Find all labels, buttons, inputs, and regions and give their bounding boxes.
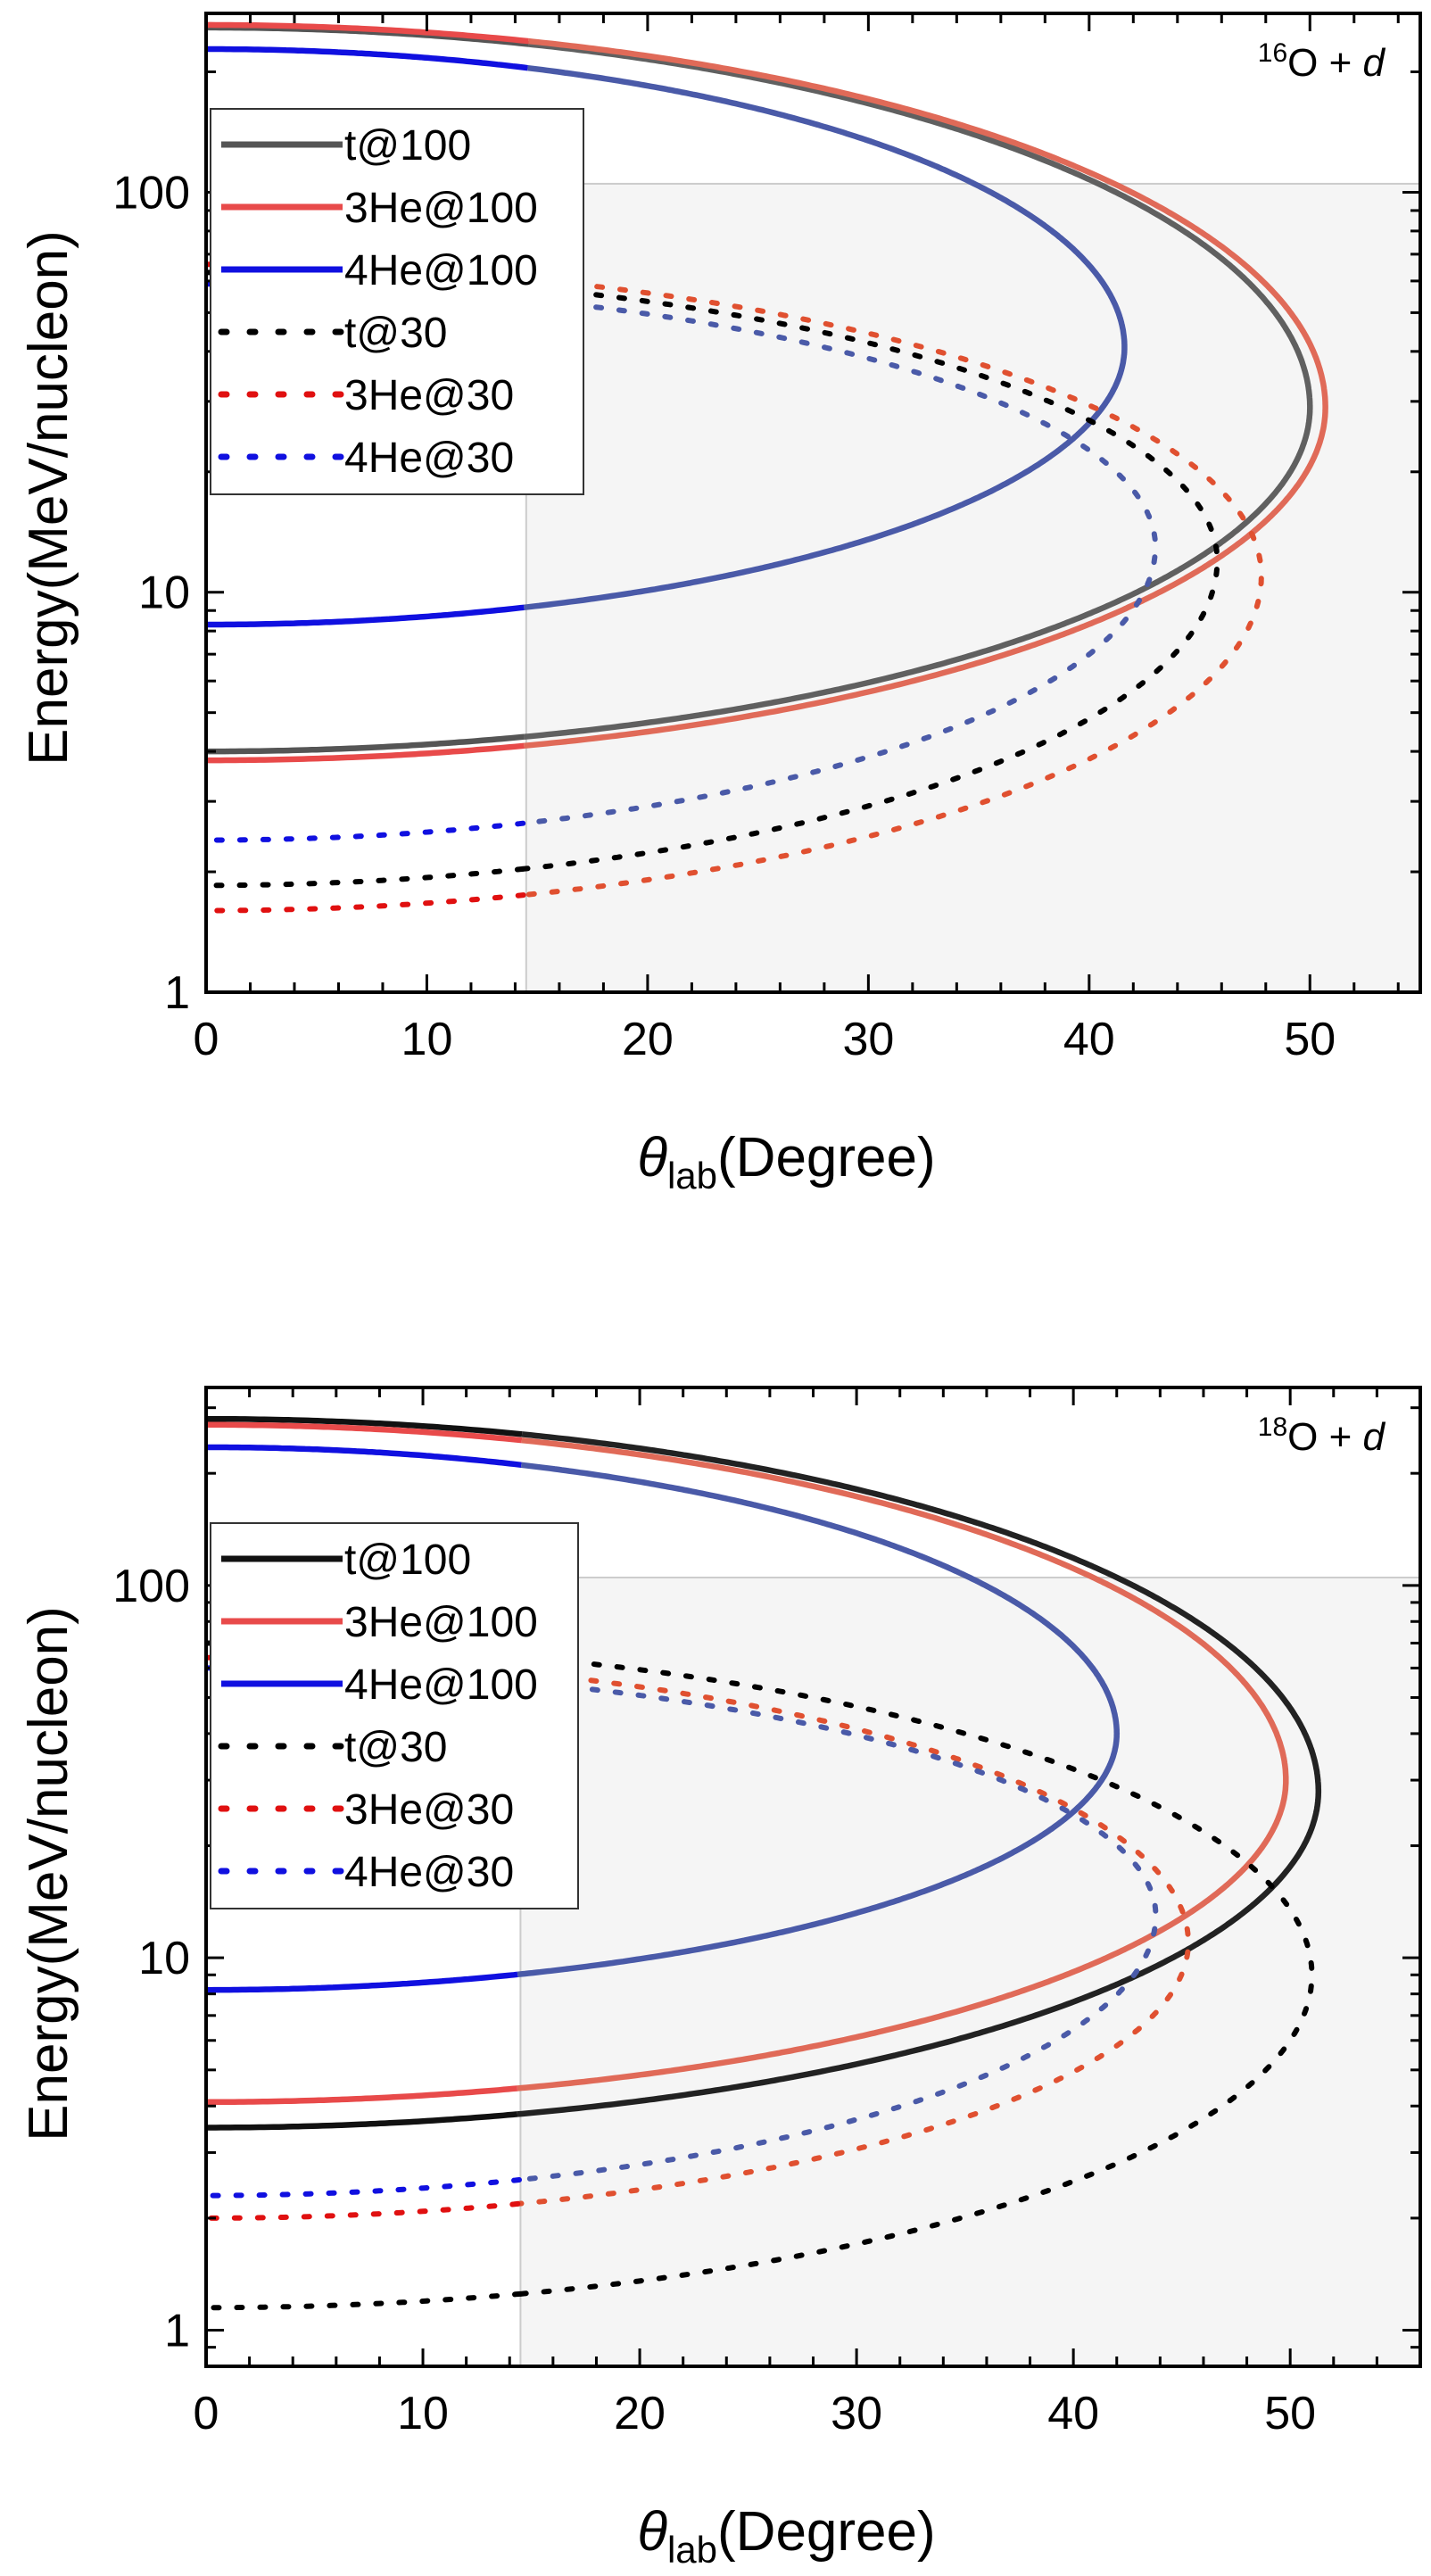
y-tick-label: 1 — [164, 967, 190, 1019]
series-line — [523, 64, 1128, 611]
y-tick-label: 100 — [112, 1561, 190, 1612]
chart-panel-1: 0 10 20 30 40 50 1 10 100 θlab(Degree) Energy(MeV/… — [18, 12, 1422, 1197]
x-tick-label: 50 — [1284, 1014, 1336, 1065]
legend-box — [210, 108, 584, 495]
series-line — [517, 1679, 1159, 2183]
series-line — [523, 37, 1328, 750]
legend-label: t@30 — [344, 310, 447, 357]
y-tick-label: 100 — [112, 167, 190, 219]
series-line — [517, 1654, 1315, 2297]
x-tick-label: 10 — [401, 1014, 453, 1065]
legend: t@100 3He@100 4He@100 t@30 3He@30 4He@30 — [210, 1522, 579, 1909]
x-tick-label: 40 — [1063, 1014, 1115, 1065]
legend-label: 3He@30 — [344, 372, 514, 419]
y-tick-label: 10 — [138, 1933, 190, 1984]
series-line — [206, 604, 525, 628]
series-line — [515, 1669, 1192, 2207]
x-tick-label: 30 — [831, 2388, 882, 2439]
legend-label: 4He@30 — [344, 1849, 514, 1896]
series-line — [206, 2111, 518, 2131]
legend-label: t@100 — [344, 1536, 471, 1584]
x-tick-label: 0 — [194, 1014, 219, 1065]
series-line — [206, 733, 525, 755]
series-line — [206, 46, 528, 71]
y-axis-title: Energy(MeV/nucleon) — [18, 230, 79, 766]
legend-label: 4He@30 — [344, 435, 514, 482]
series-line — [517, 1437, 1289, 2091]
series-line — [206, 892, 526, 914]
legend-label: 3He@100 — [344, 1599, 538, 1646]
series-line — [206, 742, 525, 764]
legend: t@100 3He@100 4He@100 t@30 3He@30 4He@30 — [210, 108, 584, 495]
x-tick-label: 40 — [1047, 2388, 1099, 2439]
legend-label: 4He@100 — [344, 1661, 538, 1709]
x-axis-title: θlab(Degree) — [637, 2501, 935, 2571]
y-tick-label: 1 — [164, 2306, 190, 2357]
series-line — [206, 2290, 523, 2311]
series-line — [206, 2200, 521, 2221]
series-line — [206, 2085, 518, 2106]
series-line — [206, 1444, 522, 1469]
series-line — [206, 2177, 522, 2199]
series-line — [206, 1971, 518, 1993]
legend-box — [210, 1522, 579, 1909]
reaction-label: 16O + d — [1258, 38, 1386, 85]
x-tick-label: 30 — [842, 1014, 894, 1065]
plot-frame — [204, 12, 1422, 994]
series-line — [517, 1431, 1322, 2117]
x-axis-title: θlab(Degree) — [637, 1127, 935, 1197]
legend-label: 3He@100 — [344, 185, 538, 232]
series-line — [206, 866, 525, 889]
legend-label: t@100 — [344, 122, 471, 170]
legend-label: 3He@30 — [344, 1786, 514, 1834]
x-tick-label: 10 — [397, 2388, 449, 2439]
series-line — [520, 276, 1264, 899]
series-line — [517, 1462, 1121, 1978]
x-tick-label: 20 — [622, 1014, 674, 1065]
y-tick-label: 10 — [138, 567, 190, 619]
series-line — [206, 820, 526, 843]
y-axis-title: Energy(MeV/nucleon) — [18, 1606, 79, 2141]
x-tick-label: 20 — [614, 2388, 666, 2439]
shaded-region — [519, 1576, 1421, 2368]
reaction-label: 18O + d — [1258, 1412, 1386, 1459]
chart-panel-2: 0 10 20 30 40 50 1 10 100 θlab(Degree) Energy(MeV/… — [18, 1386, 1422, 2571]
series-line — [206, 21, 529, 45]
x-tick-label: 0 — [194, 2388, 219, 2439]
series-line — [519, 285, 1220, 872]
legend-label: 4He@100 — [344, 247, 538, 294]
legend-label: t@30 — [344, 1724, 447, 1771]
series-line — [206, 1421, 523, 1444]
series-line — [524, 41, 1313, 740]
series-line — [206, 1415, 523, 1437]
x-tick-label: 50 — [1264, 2388, 1316, 2439]
